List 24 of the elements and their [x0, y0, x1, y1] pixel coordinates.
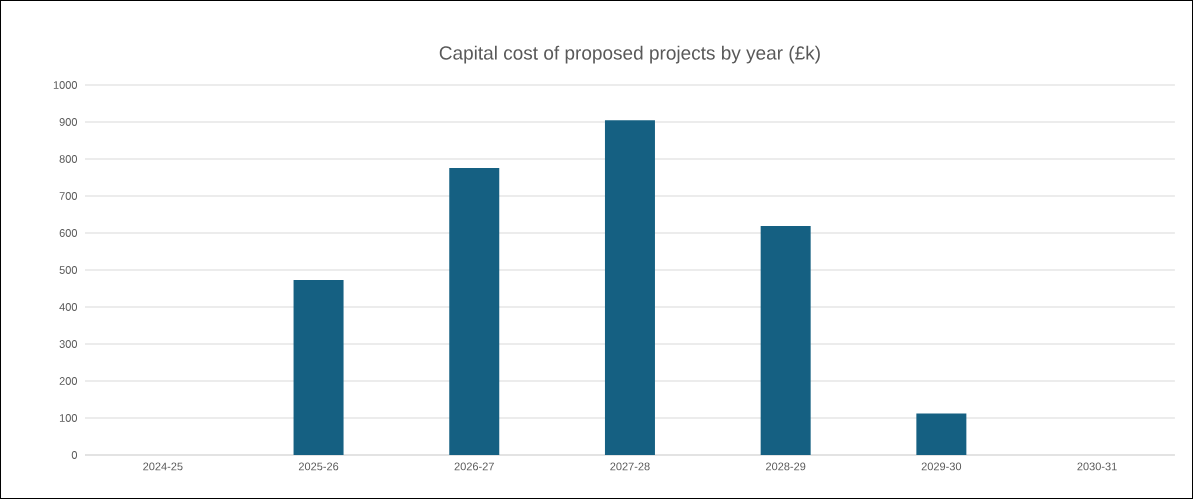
y-tick-label: 300: [59, 340, 78, 348]
y-tick-label: 700: [59, 192, 78, 200]
y-tick-label: 600: [59, 229, 78, 237]
y-tick-label: 500: [59, 266, 78, 274]
y-tick-label: 200: [59, 377, 78, 385]
bar: [449, 167, 500, 455]
x-tick-label: 2024-25: [143, 462, 183, 471]
x-tick-label: 2027-28: [610, 462, 650, 471]
bar: [916, 413, 967, 455]
x-tick-label: 2025-26: [298, 462, 339, 471]
y-tick-label: 1000: [53, 81, 78, 89]
chart-title: Capital cost of proposed projects by year (£k): [439, 45, 820, 64]
y-tick-label: 100: [59, 414, 78, 422]
y-tick-label: 900: [59, 118, 78, 126]
y-tick-label: 800: [59, 155, 78, 163]
bar: [760, 225, 811, 455]
x-tick-label: 2030-31: [1077, 462, 1117, 471]
y-tick-label: 400: [59, 303, 78, 311]
bar: [604, 120, 655, 455]
x-tick-label: 2029-30: [921, 462, 962, 471]
x-tick-label: 2026-27: [454, 462, 494, 471]
y-tick-label: 0: [71, 451, 78, 459]
x-tick-label: 2028-29: [766, 462, 806, 471]
bar: [293, 279, 344, 455]
